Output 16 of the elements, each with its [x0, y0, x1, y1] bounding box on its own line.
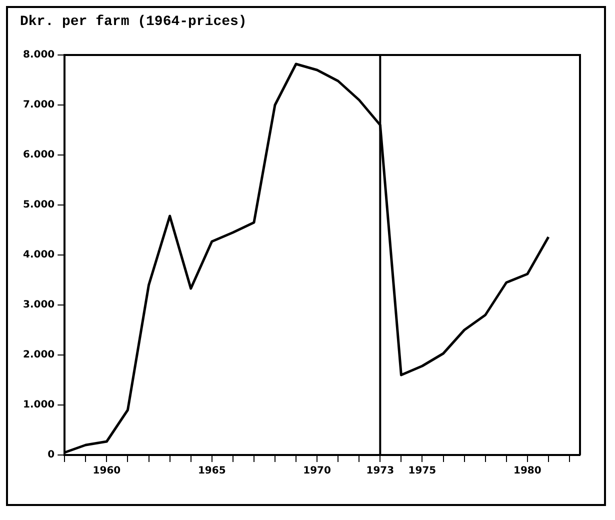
- y-tick-label: 8.000: [22, 50, 55, 61]
- y-tick-label: 4.000: [22, 250, 55, 261]
- y-axis-title: Dkr. per farm (1964-prices): [20, 14, 247, 30]
- y-tick-label: 5.000: [22, 200, 55, 211]
- y-tick-label: 6.000: [22, 150, 55, 161]
- x-tick-label: 1975: [408, 466, 436, 477]
- y-tick-label: 7.000: [22, 100, 55, 111]
- x-tick-label: 1980: [513, 466, 542, 477]
- y-tick-label: 2.000: [22, 350, 55, 361]
- x-tick-label: 1970: [303, 466, 332, 477]
- x-tick-label: 1965: [198, 466, 226, 477]
- x-tick-label: 1960: [92, 466, 121, 477]
- y-tick-label: 3.000: [22, 300, 55, 311]
- y-tick-label: 0: [48, 450, 55, 461]
- y-tick-label: 1.000: [22, 400, 55, 411]
- x-tick-label: 1973: [366, 466, 394, 477]
